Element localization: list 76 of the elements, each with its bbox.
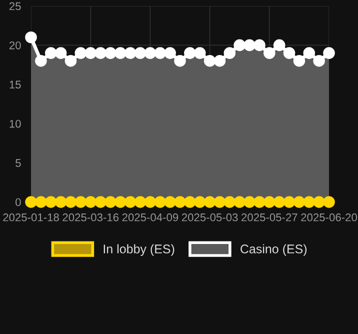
point (204, 54, 216, 67)
point (74, 196, 87, 208)
point (164, 47, 176, 59)
point (254, 39, 266, 52)
point (303, 196, 316, 208)
point (134, 47, 146, 59)
point (54, 196, 67, 208)
y-tick-label: 15 (10, 80, 21, 89)
point (293, 54, 306, 67)
point (104, 196, 116, 208)
point (114, 196, 126, 208)
point (35, 196, 47, 208)
legend-label: In lobby (ES) (104, 244, 174, 256)
point (25, 196, 37, 208)
point (174, 196, 186, 208)
point (293, 196, 306, 208)
point (64, 54, 77, 67)
point (263, 47, 276, 59)
point (64, 196, 77, 208)
point (313, 196, 325, 208)
point (104, 47, 116, 59)
point (84, 196, 97, 208)
x-tick-label: 2025-03-16 (62, 213, 119, 222)
point (273, 39, 286, 52)
point (114, 47, 126, 59)
point (224, 196, 236, 208)
point (94, 196, 106, 208)
point (184, 196, 196, 208)
y-tick-label: 5 (16, 159, 21, 167)
y-tick-label: 0 (16, 198, 21, 206)
x-tick-label: 2025-06-20 (301, 213, 357, 222)
y-tick-label: 20 (9, 41, 21, 50)
point (74, 47, 87, 59)
point (323, 47, 335, 59)
point (25, 31, 37, 44)
y-tick-label: 25 (9, 2, 21, 10)
point (194, 47, 206, 59)
point (244, 39, 256, 52)
x-tick-label: 2025-05-03 (182, 213, 238, 222)
legend-label: Casino (ES) (240, 244, 307, 256)
x-tick-label: 2025-01-18 (3, 213, 59, 222)
point (144, 47, 156, 59)
point (184, 47, 196, 59)
point (54, 47, 67, 59)
point (204, 196, 216, 208)
point (94, 47, 106, 59)
point (283, 47, 296, 59)
point (44, 47, 57, 59)
point (124, 196, 136, 208)
point (244, 196, 256, 208)
point (144, 196, 156, 208)
point (154, 196, 166, 208)
point (283, 196, 296, 208)
point (174, 54, 186, 67)
point (234, 196, 246, 208)
point (254, 196, 266, 208)
point (194, 196, 206, 208)
point (84, 47, 97, 59)
point (124, 47, 136, 59)
point (154, 47, 166, 59)
point (214, 54, 226, 67)
point (134, 196, 146, 208)
point (164, 196, 176, 208)
point (224, 47, 236, 59)
point (323, 196, 335, 208)
point (263, 196, 276, 208)
point (273, 196, 286, 208)
x-tick-label: 2025-05-27 (242, 213, 298, 222)
point (234, 39, 246, 52)
point (44, 196, 57, 208)
point (35, 54, 47, 67)
point (313, 54, 325, 67)
point (214, 196, 226, 208)
point (303, 47, 316, 59)
y-tick-label: 10 (10, 120, 21, 128)
x-tick-label: 2025-04-09 (122, 213, 178, 222)
